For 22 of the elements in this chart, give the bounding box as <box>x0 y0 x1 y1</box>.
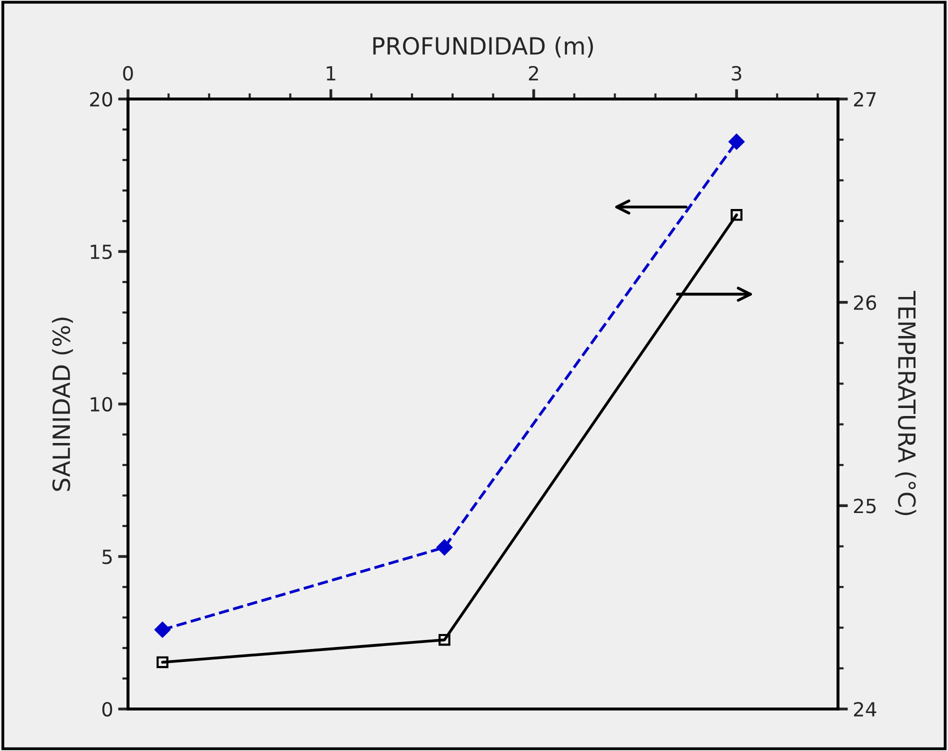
point <box>154 622 170 638</box>
y-tick-label: 5 <box>102 550 112 564</box>
y2-axis-title: TEMPERATURA (°C) <box>895 290 916 516</box>
y-axis-title: SALINIDAD (%) <box>52 318 73 491</box>
y-tick-label: 20 <box>90 92 112 107</box>
x-tick-label: 3 <box>732 66 742 81</box>
x-tick-label: 1 <box>326 66 336 80</box>
x-tick-label: 2 <box>528 66 538 80</box>
x-axis-title: PROFUNDIDAD (m) <box>373 36 593 58</box>
y2-tick-label: 27 <box>854 92 876 106</box>
y2-tick-label: 26 <box>854 295 876 310</box>
y-tick-label: 15 <box>90 244 112 260</box>
y2-tick-label: 24 <box>854 702 876 716</box>
x-tick-label: 0 <box>123 66 133 81</box>
y-tick-label: 10 <box>90 396 112 412</box>
point <box>156 656 168 668</box>
point <box>728 134 744 150</box>
y2-tick-label: 25 <box>854 498 876 514</box>
point <box>730 208 742 221</box>
point <box>438 634 450 646</box>
y-tick-label: 0 <box>102 702 112 717</box>
point <box>436 539 452 556</box>
